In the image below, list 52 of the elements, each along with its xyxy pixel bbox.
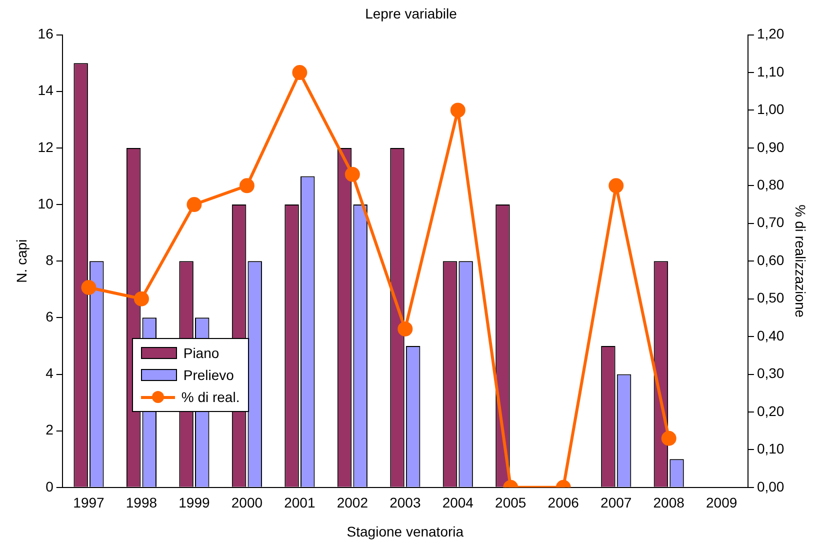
x-tick-label: 1999 [178, 494, 210, 511]
x-axis-title: Stagione venatoria [346, 523, 464, 540]
y-tick-label: 4 [46, 365, 54, 382]
y2-tick-label: 1,00 [756, 101, 784, 118]
point [450, 102, 466, 118]
x-tick-label: 2009 [706, 494, 738, 511]
legend-label: Prelievo [183, 367, 234, 384]
point [398, 321, 413, 336]
point [292, 65, 308, 80]
x-tick-label: 2002 [336, 494, 368, 511]
y2-tick-label: 0,60 [756, 252, 784, 268]
point [661, 430, 676, 446]
y-tick-label: 16 [38, 26, 54, 42]
y2-tick-label: 1,10 [756, 63, 784, 80]
point [186, 197, 202, 212]
x-tick-label: 2004 [442, 494, 474, 511]
y-tick-label: 8 [46, 252, 54, 268]
y2-tick-label: 0,00 [756, 478, 784, 494]
x-tick-label: 2008 [653, 494, 685, 511]
y2-tick-label: 1,20 [756, 26, 784, 42]
y2-tick-label: 0,30 [756, 365, 784, 382]
y2-tick-label: 0,10 [756, 440, 784, 457]
legend-label: Piano [183, 345, 220, 362]
x-tick-label: 2001 [284, 494, 316, 511]
y2-tick-label: 0,90 [756, 138, 784, 155]
y2-tick-label: 0,40 [756, 327, 784, 344]
point [81, 280, 96, 295]
x-tick-label: 2005 [495, 494, 526, 511]
x-tick-label: 2000 [231, 494, 263, 511]
y2-tick-label: 0,70 [756, 214, 784, 230]
y2-tick-label: 0,50 [756, 290, 784, 306]
x-tick-label: 2007 [600, 494, 632, 511]
x-tick-label: 1997 [73, 494, 105, 511]
legend-label: % di real. [181, 389, 240, 406]
chart-title: Lepre variabile [365, 5, 458, 22]
y-tick-label: 14 [38, 82, 54, 98]
y-tick-label: 6 [46, 308, 54, 325]
y-tick-label: 0 [46, 478, 54, 494]
y2-tick-label: 0,80 [756, 176, 784, 193]
y-tick-label: 2 [46, 422, 54, 438]
y2-tick-label: 0,20 [756, 402, 784, 419]
y-tick-label: 10 [38, 195, 54, 212]
point [344, 166, 360, 182]
point [239, 178, 254, 194]
x-tick-label: 1998 [126, 494, 158, 511]
point [134, 291, 149, 306]
y-axis-title: N. capi [13, 239, 30, 283]
x-tick-label: 2006 [548, 494, 580, 511]
point [608, 178, 624, 194]
y2-axis-title: % di realizzazione [792, 204, 809, 318]
x-tick-label: 2003 [390, 494, 421, 511]
y-tick-label: 12 [38, 138, 54, 155]
